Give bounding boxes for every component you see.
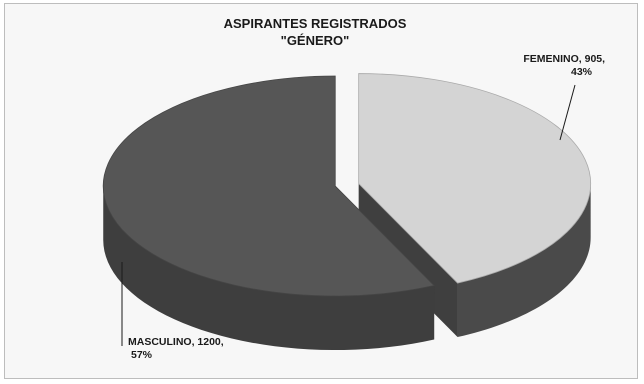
slice-label-masculino-line1: MASCULINO, 1200, bbox=[128, 336, 224, 348]
pie-slice-side-masculino bbox=[103, 186, 435, 351]
slice-label-masculino-line2: 57% bbox=[131, 349, 153, 361]
pie-slice-side-femenino bbox=[457, 183, 591, 338]
chart-title: ASPIRANTES REGISTRADOS bbox=[224, 16, 407, 31]
chart-subtitle: "GÉNERO" bbox=[281, 33, 350, 48]
pie-slice-top-masculino bbox=[102, 75, 435, 297]
leader-lines bbox=[121, 84, 576, 346]
pie-slices bbox=[102, 73, 592, 351]
slice-label-femenino-line1: FEMENINO, 905, bbox=[523, 53, 605, 65]
slice-label-femenino: FEMENINO, 905, 43% bbox=[523, 53, 608, 78]
leader-line-femenino bbox=[559, 84, 576, 141]
pie-slice-masculino bbox=[102, 75, 435, 351]
slice-label-masculino: MASCULINO, 1200, 57% bbox=[128, 336, 227, 361]
pie-slice-top-femenino bbox=[358, 73, 592, 284]
slice-label-femenino-line2: 43% bbox=[571, 66, 593, 78]
